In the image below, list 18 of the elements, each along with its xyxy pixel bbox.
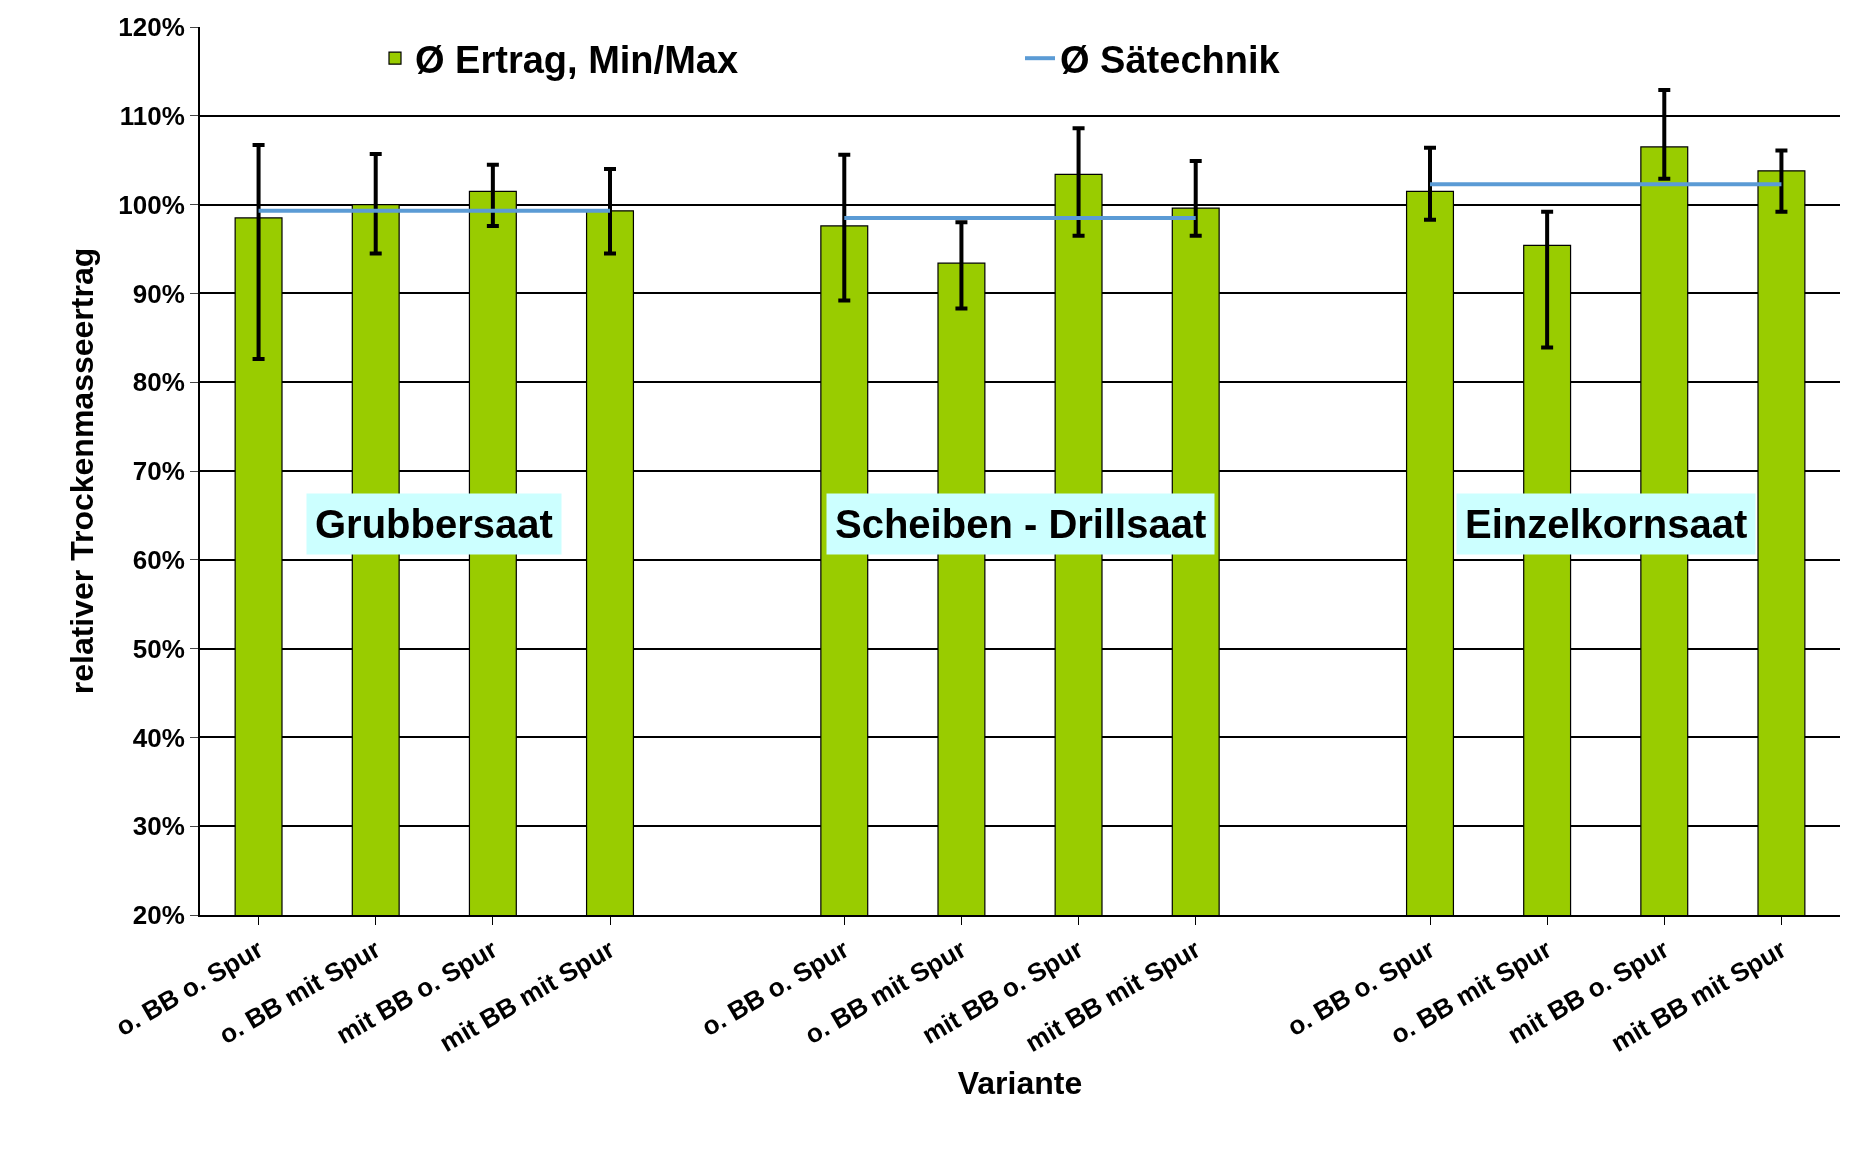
y-tick-label: 110% xyxy=(119,100,185,131)
annotation: Grubbersaat xyxy=(315,502,553,546)
legend-label: Ø Sätechnik xyxy=(1060,39,1281,82)
annotation: Einzelkornsaat xyxy=(1465,502,1748,546)
y-tick-label: 40% xyxy=(132,722,185,753)
y-tick-label: 70% xyxy=(132,456,185,487)
y-axis-title: relativer Trockenmasseertrag xyxy=(64,247,101,695)
y-tick-label: 90% xyxy=(132,278,185,309)
y-tick-label: 20% xyxy=(132,900,185,931)
annotation: Scheiben - Drillsaat xyxy=(835,502,1207,546)
y-tick-label: 30% xyxy=(132,811,185,842)
y-tick-label: 60% xyxy=(132,544,185,575)
x-axis-title: Variante xyxy=(957,1065,1083,1102)
y-tick-label: 120% xyxy=(118,12,185,43)
y-tick-label: 100% xyxy=(118,189,185,220)
y-tick-label: 50% xyxy=(132,633,185,664)
y-tick-label: 80% xyxy=(132,367,185,398)
legend-label: Ø Ertrag, Min/Max xyxy=(415,39,739,82)
